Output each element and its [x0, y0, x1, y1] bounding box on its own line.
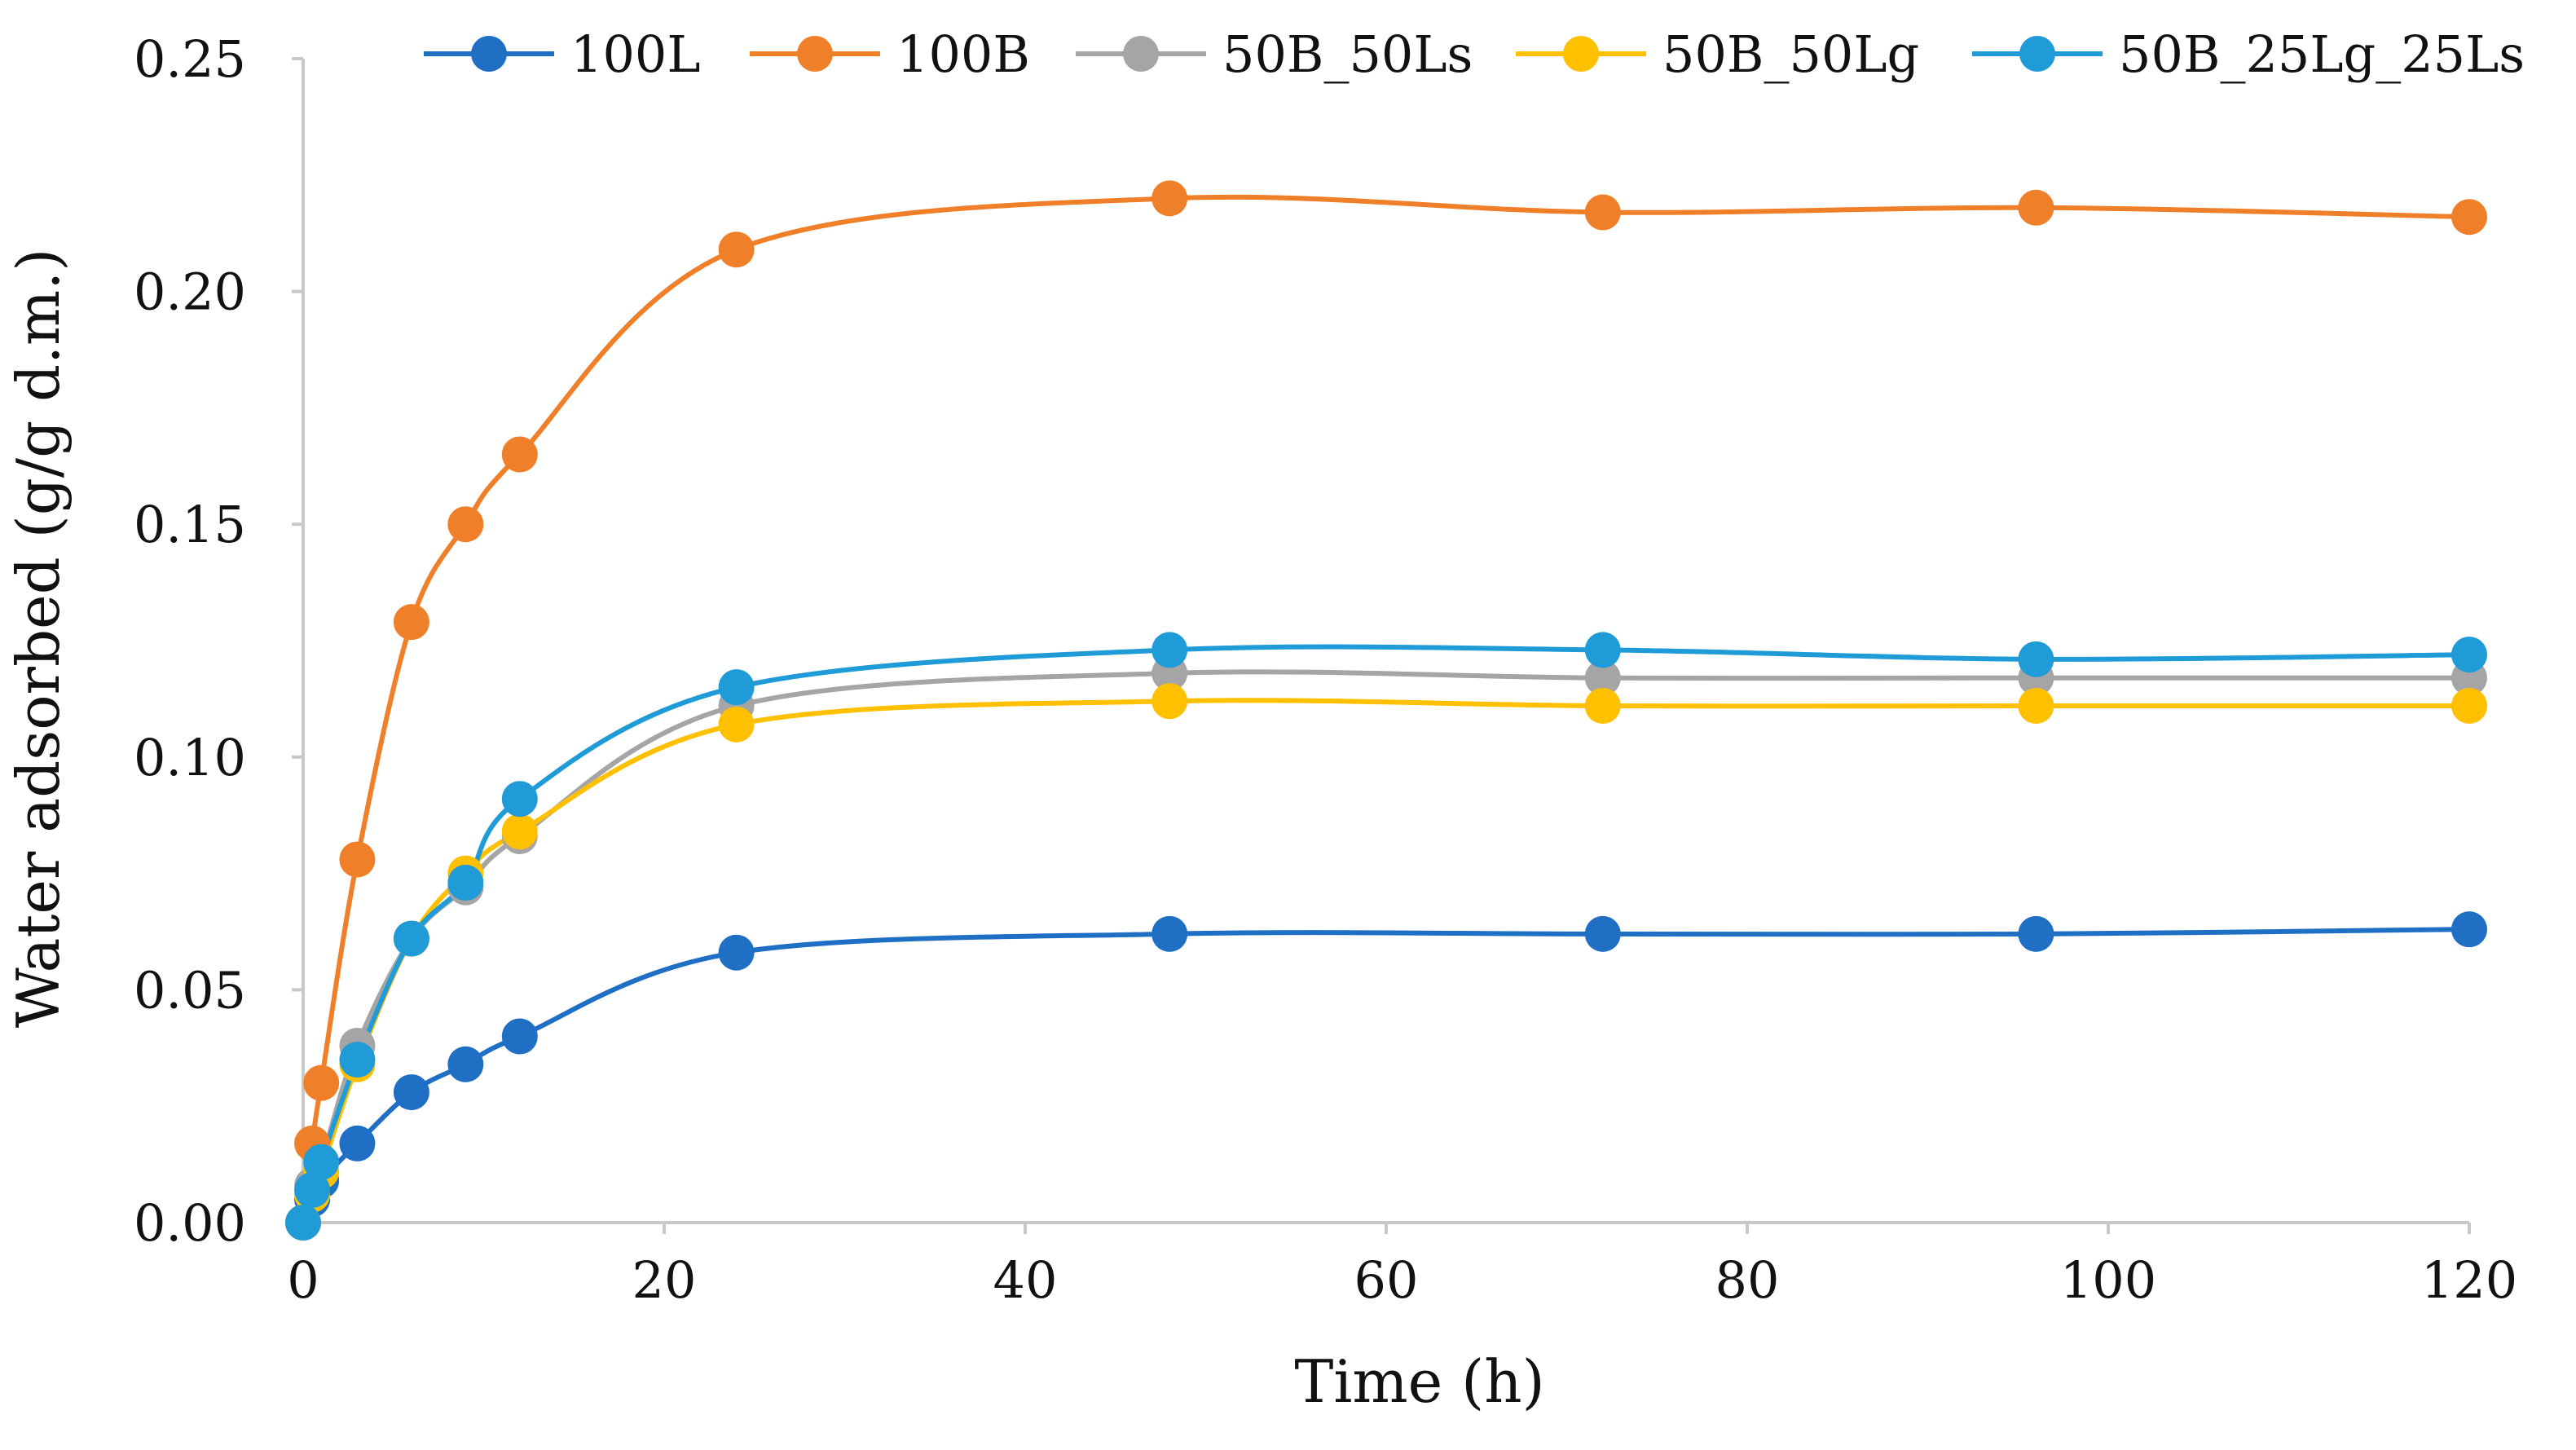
data-point-100b: [1151, 180, 1188, 217]
data-point-100l: [393, 1074, 429, 1111]
data-point-50b-25lg-25ls: [718, 669, 755, 706]
y-tick-label: 0.15: [134, 495, 246, 554]
data-point-50b-50lg: [718, 706, 755, 743]
legend-label-100l: 100L: [570, 24, 701, 84]
data-point-50b-25lg-25ls: [501, 781, 538, 818]
data-point-100l: [501, 1018, 538, 1055]
data-point-100l: [1151, 915, 1188, 952]
series-line-50b-50ls: [301, 669, 2469, 1223]
data-point-50b-25lg-25ls: [1584, 632, 1621, 668]
legend-marker-100b: [797, 36, 833, 72]
y-tick-label: 0.00: [134, 1193, 246, 1253]
data-point-100l: [2451, 911, 2487, 948]
data-point-50b-25lg-25ls: [339, 1042, 376, 1078]
data-point-100b: [2018, 189, 2054, 226]
legend: 100L 100B 50B_50Ls 50B_50Lg 50B_25Lg_25Ls: [424, 24, 2525, 84]
legend-marker-50b-25lg-25ls: [2019, 36, 2055, 72]
series-line-100l: [301, 927, 2470, 1224]
series-line-50b-50lg: [301, 698, 2469, 1223]
y-tick-label: 0.05: [134, 960, 246, 1020]
x-tick-label: 40: [993, 1250, 1058, 1310]
data-point-100b: [393, 604, 429, 641]
legend-marker-50b-50ls: [1123, 36, 1159, 72]
legend-marker-100l: [471, 36, 507, 72]
data-point-100l: [2018, 915, 2054, 952]
y-tick-label: 0.10: [134, 728, 246, 787]
data-point-50b-50lg: [2451, 687, 2487, 724]
x-tick-label: 100: [2060, 1250, 2156, 1310]
data-point-100b: [718, 231, 755, 268]
legend-label-100b: 100B: [896, 24, 1030, 84]
data-point-100l: [718, 934, 755, 971]
data-point-50b-50lg: [1151, 683, 1188, 720]
data-point-100b: [303, 1064, 340, 1101]
legend-label-50b-25lg-25ls: 50B_25Lg_25Ls: [2119, 24, 2525, 84]
legend-label-50b-50lg: 50B_50Lg: [1662, 24, 1919, 84]
x-tick-label: 0: [287, 1250, 319, 1310]
data-point-100b: [501, 436, 538, 473]
data-point-50b-25lg-25ls: [1151, 632, 1188, 668]
legend-label-50b-50ls: 50B_50Ls: [1222, 24, 1473, 84]
series-line-100b: [301, 194, 2470, 1223]
y-tick-label: 0.25: [134, 29, 246, 89]
data-point-50b-50lg: [2018, 687, 2054, 724]
data-point-100b: [447, 506, 484, 543]
series-markers: [285, 180, 2487, 1241]
data-point-100b: [339, 841, 376, 878]
data-point-100b: [2451, 199, 2487, 236]
x-tick-label: 80: [1715, 1250, 1780, 1310]
data-point-50b-25lg-25ls: [393, 920, 429, 957]
data-point-50b-25lg-25ls: [285, 1205, 321, 1241]
data-point-50b-25lg-25ls: [447, 865, 484, 901]
data-point-100b: [1584, 194, 1621, 231]
x-axis-title: Time (h): [1294, 1347, 1544, 1416]
data-point-100l: [339, 1125, 376, 1161]
y-axis-title: Water adsorbed (g/g d.m.): [4, 249, 73, 1029]
data-point-50b-50lg: [1584, 687, 1621, 724]
axes: 0.00 0.05 0.10 0.15 0.20 0.25 0 20 40 60 80 100 120: [134, 29, 2517, 1310]
y-tick-label: 0.20: [134, 262, 246, 322]
data-point-100l: [447, 1046, 484, 1082]
data-point-50b-25lg-25ls: [303, 1144, 340, 1180]
data-point-100l: [1584, 915, 1621, 952]
series-lines: [301, 194, 2470, 1224]
legend-marker-50b-50lg: [1563, 36, 1599, 72]
data-point-50b-50ls: [1584, 659, 1621, 696]
data-point-50b-50lg: [501, 813, 538, 850]
x-tick-label: 20: [632, 1250, 697, 1310]
data-point-50b-25lg-25ls: [2018, 641, 2054, 677]
data-point-50b-25lg-25ls: [2451, 637, 2487, 673]
data-point-50b-25lg-25ls: [294, 1172, 331, 1209]
x-tick-label: 60: [1354, 1250, 1419, 1310]
x-tick-label: 120: [2421, 1250, 2517, 1310]
